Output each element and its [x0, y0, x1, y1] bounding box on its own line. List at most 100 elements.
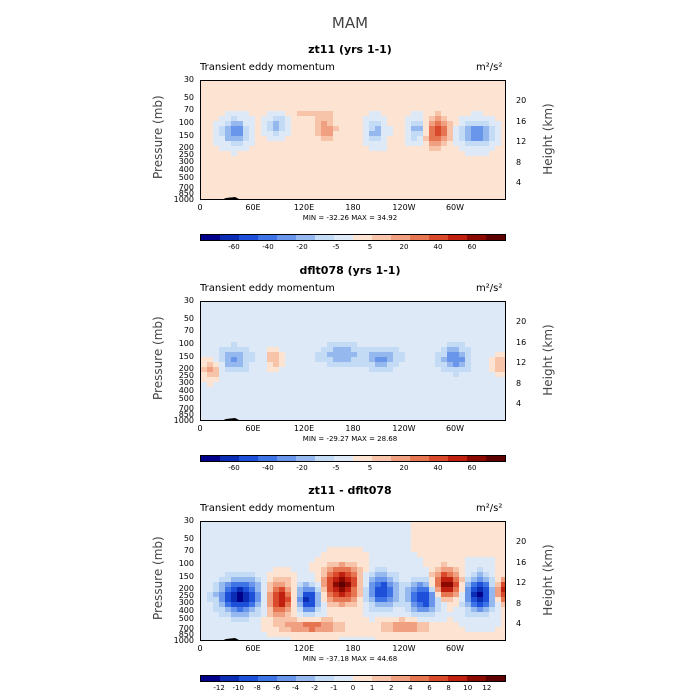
heatmap-cell: [315, 332, 322, 338]
heatmap-cell: [423, 402, 430, 408]
heatmap-cell: [351, 86, 358, 92]
heatmap-cell: [435, 627, 442, 633]
heatmap-cell: [441, 116, 448, 122]
panel-left-label: Transient eddy momentum: [200, 62, 335, 73]
heatmap-cell: [369, 627, 376, 633]
heatmap-cell: [501, 557, 505, 563]
heatmap-cell: [393, 382, 400, 388]
heatmap-cell: [375, 367, 382, 373]
heatmap-cell: [297, 196, 304, 199]
heatmap-cell: [471, 617, 478, 623]
heatmap-cell: [375, 407, 382, 413]
heatmap-cell: [207, 377, 214, 383]
heatmap-cell: [333, 362, 340, 368]
heatmap-cell: [429, 161, 436, 167]
heatmap-cell: [381, 412, 388, 418]
heatmap-cell: [315, 612, 322, 618]
heatmap-cell: [453, 312, 460, 318]
panel-title: dflt078 (yrs 1-1): [299, 264, 401, 277]
heatmap-cell: [411, 186, 418, 192]
heatmap-cell: [447, 412, 454, 418]
heatmap-cell: [327, 302, 334, 308]
heatmap-cell: [261, 317, 268, 323]
heatmap-cell: [309, 602, 316, 608]
colorbar-label: 12: [482, 684, 492, 692]
heatmap-cell: [435, 131, 442, 137]
heatmap-cell: [477, 151, 484, 157]
heatmap-cell: [453, 141, 460, 147]
heatmap-cell: [279, 156, 286, 162]
heatmap-cell: [309, 81, 316, 87]
heatmap-cell: [279, 347, 286, 353]
heatmap-cell: [501, 597, 505, 603]
heatmap-cell: [201, 567, 208, 573]
heatmap-cell: [219, 191, 226, 197]
heatmap-cell: [501, 332, 505, 338]
heatmap-cell: [225, 126, 232, 132]
pressure-tick-label: 30: [183, 296, 194, 305]
heatmap-cell: [207, 417, 214, 420]
colorbar-label: -6: [273, 684, 280, 692]
heatmap-cell: [303, 622, 310, 628]
heatmap-cell: [297, 387, 304, 393]
heatmap-cell: [225, 382, 232, 388]
heatmap-cell: [489, 577, 496, 583]
heatmap-cell: [447, 156, 454, 162]
heatmap-cell: [207, 532, 214, 538]
heatmap-cell: [381, 327, 388, 333]
heatmap-cell: [243, 407, 250, 413]
heatmap-cell: [273, 126, 280, 132]
heatmap-cell: [483, 592, 490, 598]
heatmap-cell: [495, 407, 502, 413]
heatmap-cell: [339, 632, 346, 638]
heatmap-cell: [399, 367, 406, 373]
heatmap-cell: [471, 302, 478, 308]
heatmap-cell: [327, 587, 334, 593]
heatmap-cell: [249, 607, 256, 613]
heatmap-cell: [207, 196, 214, 199]
heatmap-cell: [237, 532, 244, 538]
heatmap-cell: [417, 542, 424, 548]
heatmap-cell: [255, 322, 262, 328]
heatmap-cell: [393, 86, 400, 92]
heatmap-cell: [213, 171, 220, 177]
heatmap-cell: [393, 362, 400, 368]
heatmap-cell: [327, 612, 334, 618]
heatmap-cell: [387, 186, 394, 192]
heatmap-cell: [381, 587, 388, 593]
heatmap-cell: [357, 307, 364, 313]
heatmap-cell: [489, 91, 496, 97]
heatmap-cell: [405, 317, 412, 323]
heatmap-cell: [435, 151, 442, 157]
heatmap-cell: [279, 637, 286, 640]
heatmap-cell: [339, 181, 346, 187]
heatmap-cell: [303, 607, 310, 613]
heatmap-cell: [387, 347, 394, 353]
heatmap-cell: [459, 111, 466, 117]
heatmap-cell: [417, 602, 424, 608]
heatmap-cell: [465, 357, 472, 363]
heatmap-cell: [291, 181, 298, 187]
heatmap-cell: [351, 372, 358, 378]
heatmap-cell: [285, 196, 292, 199]
heatmap-cell: [483, 567, 490, 573]
heatmap-cell: [447, 547, 454, 553]
heatmap-cell: [297, 327, 304, 333]
heatmap-cell: [471, 317, 478, 323]
heatmap-cell: [237, 602, 244, 608]
heatmap-cell: [279, 186, 286, 192]
heatmap-cell: [465, 317, 472, 323]
heatmap-cell: [207, 397, 214, 403]
heatmap-cell: [429, 377, 436, 383]
heatmap-cell: [411, 402, 418, 408]
heatmap-cell: [417, 522, 424, 528]
heatmap-cell: [243, 126, 250, 132]
heatmap-cell: [471, 597, 478, 603]
heatmap-cell: [327, 592, 334, 598]
heatmap-cell: [315, 347, 322, 353]
heatmap-cell: [483, 302, 490, 308]
heatmap-cell: [393, 91, 400, 97]
heatmap-cell: [441, 146, 448, 152]
heatmap-cell: [213, 377, 220, 383]
heatmap-cell: [465, 111, 472, 117]
